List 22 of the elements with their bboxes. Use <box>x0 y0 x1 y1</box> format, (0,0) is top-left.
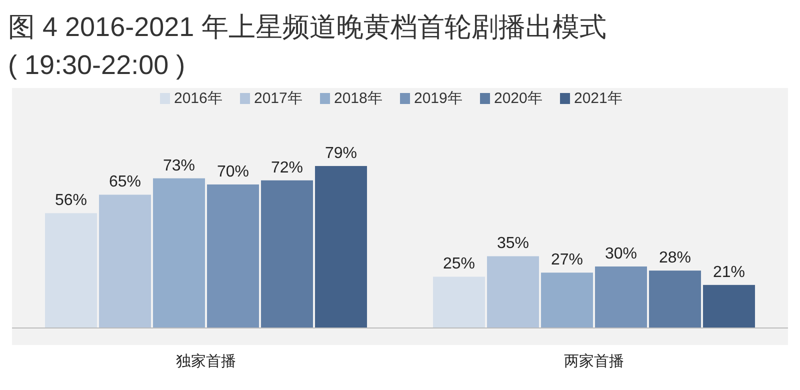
legend-label: 2019年 <box>414 90 462 107</box>
data-label: 56% <box>54 192 88 210</box>
legend-label: 2017年 <box>254 90 302 107</box>
data-label: 21% <box>712 264 746 281</box>
data-label: 70% <box>216 163 250 180</box>
data-label: 65% <box>108 174 142 191</box>
chart-title: 图 4 2016-2021 年上星频道晚黄档首轮剧播出模式 <box>8 12 607 42</box>
data-label: 79% <box>324 145 358 162</box>
data-label: 27% <box>550 252 584 269</box>
data-label: 35% <box>496 235 530 252</box>
legend-label: 2018年 <box>334 90 382 107</box>
legend-label: 2020年 <box>494 90 542 107</box>
data-label: 25% <box>442 256 476 273</box>
data-label: 73% <box>162 157 196 174</box>
legend-label: 2021年 <box>574 90 622 107</box>
x-tick-label: 两家首播 <box>564 353 624 370</box>
data-label: 28% <box>658 250 692 267</box>
data-label: 72% <box>270 159 304 176</box>
legend-label: 2016年 <box>174 90 222 107</box>
chart-subtitle: ( 19:30-22:00 ) <box>8 50 186 80</box>
data-label: 30% <box>604 245 638 262</box>
x-tick-label: 独家首播 <box>176 353 236 370</box>
